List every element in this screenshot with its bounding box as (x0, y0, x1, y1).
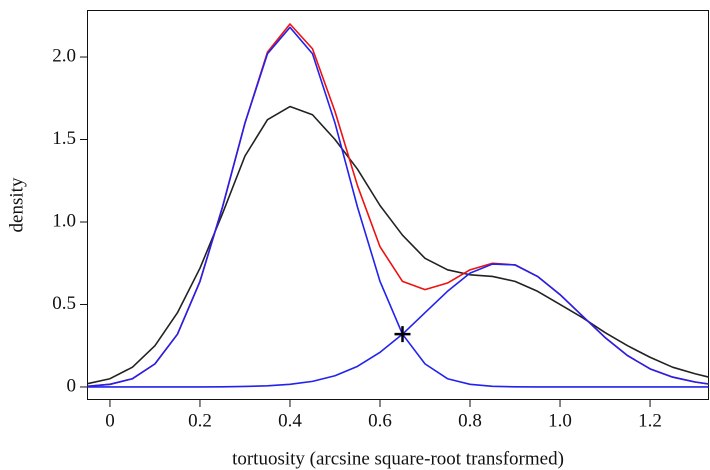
x-tick-label: 0.4 (278, 410, 302, 431)
y-tick-label: 1.0 (52, 210, 76, 231)
y-axis-label: density (6, 177, 27, 232)
y-tick-label: 2.0 (52, 45, 76, 66)
x-tick-label: 1.2 (638, 410, 662, 431)
density-line (87, 105, 709, 385)
plot-frame (87, 10, 709, 400)
y-tick-label: 0.5 (52, 293, 76, 314)
x-tick-label: 0.2 (188, 410, 212, 431)
x-tick-label: 0.6 (368, 410, 392, 431)
density-line (87, 23, 709, 388)
x-tick-label: 0.8 (458, 410, 482, 431)
y-tick-label: 0 (67, 375, 77, 396)
plot-area (87, 23, 709, 388)
x-axis-label: tortuosity (arcsine square-root transfor… (232, 448, 564, 469)
y-tick-label: 1.5 (52, 128, 76, 149)
intersection-marker (394, 326, 411, 343)
x-tick-label: 0 (105, 410, 115, 431)
x-tick-label: 1.0 (548, 410, 572, 431)
